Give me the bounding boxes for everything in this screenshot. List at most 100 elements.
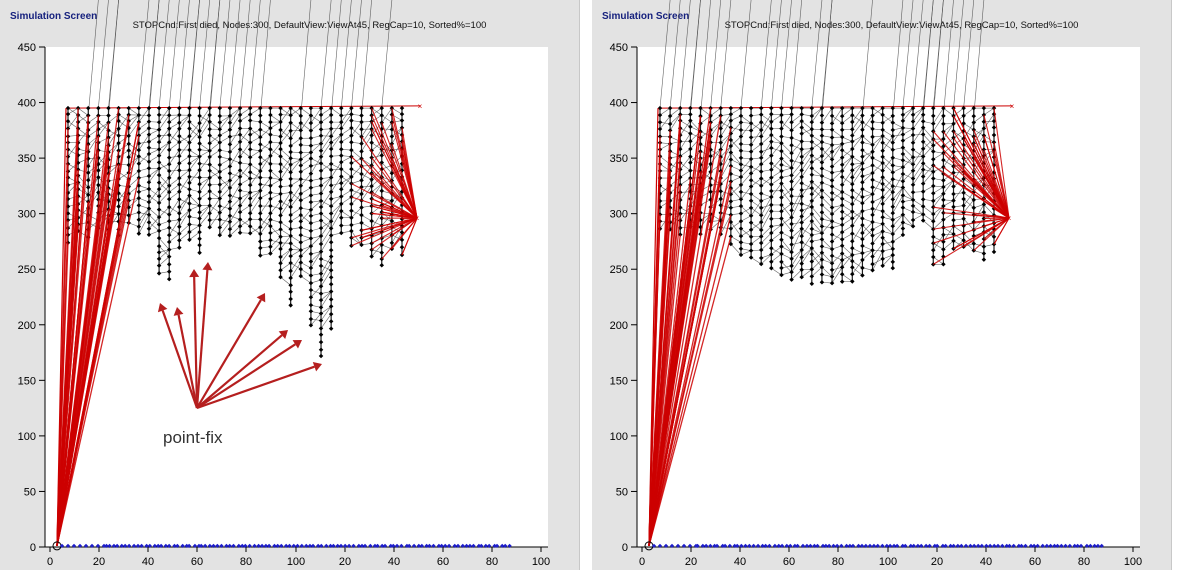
x-tick-label: 60: [437, 556, 449, 568]
node-point: [677, 232, 683, 237]
mesh-link: [761, 254, 772, 259]
node-point: [288, 289, 293, 294]
mesh-link: [229, 0, 241, 109]
node-point: [339, 139, 344, 145]
mesh-link: [933, 186, 944, 194]
node-point: [860, 194, 865, 200]
mesh-link: [148, 168, 160, 183]
ground-point: [500, 543, 505, 549]
mesh-link: [118, 172, 129, 180]
mesh-link: [138, 134, 150, 151]
mesh-link: [199, 205, 210, 219]
mesh-link: [882, 157, 894, 171]
mesh-link: [842, 273, 853, 282]
mesh-link: [841, 148, 853, 158]
ground-point: [804, 543, 810, 549]
node-point: [779, 175, 784, 180]
path-line: [56, 200, 130, 547]
mesh-link: [659, 143, 671, 150]
ground-point: [940, 543, 945, 549]
node-point: [850, 265, 855, 270]
path-line: [953, 107, 1010, 219]
mesh-link: [912, 107, 924, 122]
mesh-link: [179, 209, 190, 220]
node-point: [166, 269, 172, 274]
mesh-link: [943, 0, 954, 116]
node-point: [839, 105, 845, 111]
node-point: [278, 254, 283, 260]
node-point: [779, 202, 784, 208]
mesh-link: [872, 135, 883, 145]
mesh-link: [300, 245, 312, 251]
node-point: [328, 311, 334, 317]
mesh-link: [239, 164, 251, 177]
mesh-link: [371, 107, 382, 116]
path-line: [648, 178, 692, 546]
node-point: [839, 209, 845, 215]
mesh-link: [872, 223, 883, 230]
mesh-link: [341, 176, 352, 190]
mesh-link: [852, 233, 863, 240]
node-point: [217, 113, 223, 119]
node-point: [339, 215, 344, 221]
mesh-link: [811, 181, 823, 191]
mesh-link: [351, 127, 362, 137]
mesh-link: [882, 176, 893, 187]
node-point: [369, 254, 374, 259]
mesh-link: [943, 227, 954, 235]
mesh-link: [229, 114, 241, 130]
node-point: [308, 280, 314, 286]
mesh-link: [760, 204, 772, 223]
node-point: [931, 254, 936, 260]
node-point: [328, 133, 334, 139]
path-line: [56, 177, 140, 547]
node-point: [860, 265, 865, 271]
ground-point: [1099, 543, 1104, 549]
mesh-link: [280, 164, 291, 180]
mesh-link: [280, 122, 291, 137]
mesh-link: [320, 270, 332, 287]
mesh-link: [932, 0, 944, 116]
node-point: [839, 251, 845, 256]
mesh-link: [973, 0, 985, 117]
mesh-link: [158, 237, 170, 250]
node-point: [328, 146, 334, 152]
mesh-link: [922, 138, 934, 149]
node-point: [328, 140, 334, 145]
node-point: [799, 181, 804, 186]
ground-point: [135, 543, 141, 549]
mesh-link: [260, 155, 271, 172]
node-point: [850, 252, 855, 258]
mesh-link: [953, 0, 964, 109]
node-point: [860, 230, 865, 236]
mesh-link: [290, 122, 302, 139]
mesh-link: [209, 198, 221, 214]
mesh-link: [811, 135, 823, 143]
end-marker: ×: [1010, 102, 1015, 111]
node-point: [789, 150, 794, 156]
mesh-link: [912, 205, 924, 215]
mesh-link: [730, 115, 742, 121]
mesh-link: [720, 0, 732, 109]
mesh-link: [118, 114, 129, 129]
ground-point: [127, 543, 132, 549]
ground-point: [483, 543, 488, 549]
path-line: [993, 108, 1010, 219]
node-point: [359, 220, 364, 226]
mesh-link: [168, 199, 180, 215]
node-point: [880, 256, 885, 262]
sink-marker: ×: [1007, 214, 1012, 223]
mesh-link: [821, 168, 833, 173]
mesh-link: [118, 135, 129, 144]
mesh-link: [892, 195, 904, 214]
node-point: [298, 253, 304, 259]
mesh-link: [330, 176, 342, 193]
mesh-link: [963, 123, 974, 131]
mesh-link: [811, 182, 823, 195]
node-point: [657, 134, 663, 139]
mesh-link: [862, 229, 873, 240]
node-point: [258, 203, 263, 209]
mesh-link: [320, 163, 332, 171]
mesh-link: [730, 220, 742, 229]
mesh-link: [330, 203, 342, 214]
